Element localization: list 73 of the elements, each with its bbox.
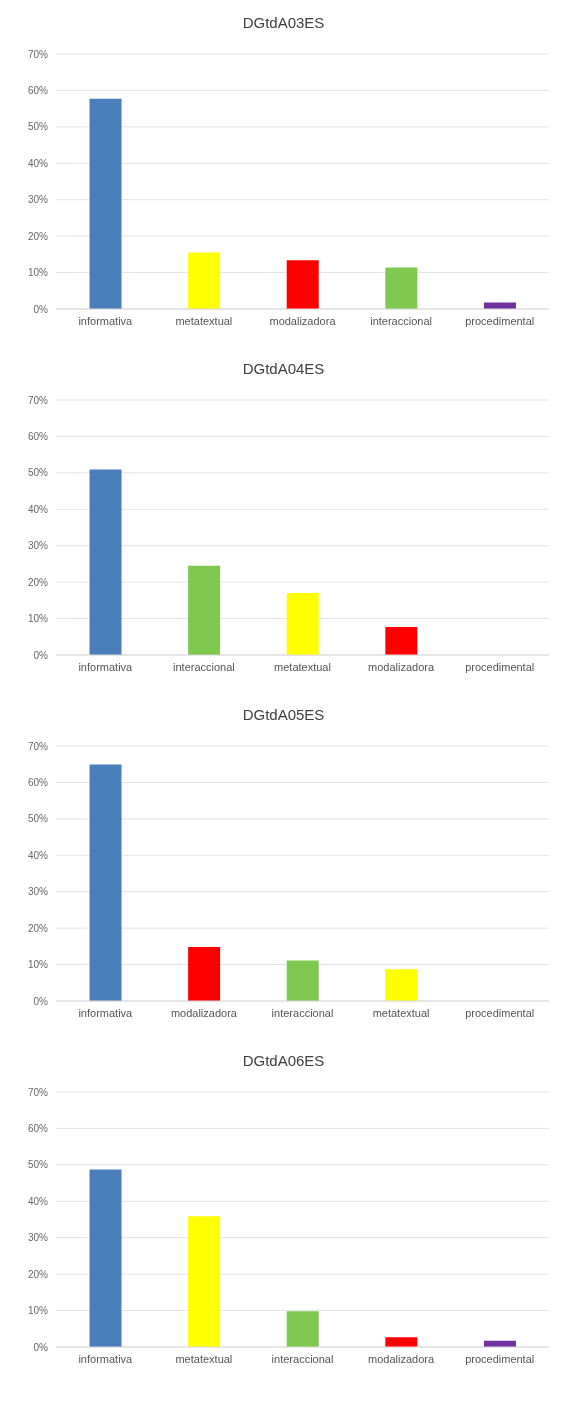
bar <box>89 469 122 655</box>
x-tick-label: interaccional <box>271 1352 334 1365</box>
bar <box>286 1311 319 1347</box>
y-tick-label: 10% <box>27 613 49 625</box>
y-tick-label: 20% <box>27 1268 49 1280</box>
y-tick-label: 0% <box>33 995 49 1007</box>
x-tick-label: modalizadora <box>368 660 435 673</box>
bar <box>483 302 516 309</box>
bar <box>286 260 319 309</box>
bar <box>385 626 418 655</box>
y-tick-label: 70% <box>27 740 49 752</box>
x-tick-label: procedimental <box>465 1006 535 1019</box>
bar <box>385 267 418 309</box>
x-tick-label: modalizadora <box>269 314 337 327</box>
x-tick-label: interaccional <box>173 660 235 673</box>
y-tick-label: 60% <box>27 84 49 96</box>
y-tick-label: 50% <box>27 467 49 479</box>
chart-title: DGtdA03ES <box>241 13 326 33</box>
y-tick-label: 40% <box>27 1195 49 1207</box>
x-tick-label: interaccional <box>271 1006 334 1019</box>
bar <box>89 1169 122 1347</box>
y-tick-label: 50% <box>27 813 49 825</box>
x-tick-label: modalizadora <box>170 1006 238 1019</box>
y-tick-label: 30% <box>27 886 49 898</box>
bar <box>89 98 122 309</box>
y-tick-label: 10% <box>27 1305 49 1317</box>
x-tick-label: metatextual <box>175 314 233 327</box>
chart-title: DGtdA04ES <box>241 359 326 379</box>
x-tick-label: procedimental <box>465 660 535 673</box>
x-tick-label: informativa <box>78 660 134 673</box>
y-tick-label: 60% <box>27 776 49 788</box>
bar <box>188 565 221 655</box>
y-tick-label: 70% <box>27 394 49 406</box>
y-tick-label: 30% <box>27 194 49 206</box>
x-tick-label: procedimental <box>465 314 535 327</box>
y-tick-label: 20% <box>27 922 49 934</box>
bar <box>188 1216 221 1347</box>
y-tick-label: 0% <box>33 1341 49 1353</box>
bar <box>89 764 122 1001</box>
x-tick-label: modalizadora <box>368 1352 435 1365</box>
bar <box>286 960 319 1001</box>
y-tick-label: 70% <box>27 48 49 60</box>
y-tick-label: 20% <box>27 230 49 242</box>
y-tick-label: 10% <box>27 959 49 971</box>
y-tick-label: 30% <box>27 1232 49 1244</box>
x-tick-label: metatextual <box>175 1352 233 1365</box>
bar <box>385 969 418 1001</box>
x-tick-label: informativa <box>78 1352 134 1365</box>
y-tick-label: 50% <box>27 121 49 133</box>
y-tick-label: 30% <box>27 540 49 552</box>
x-tick-label: metatextual <box>274 660 331 673</box>
y-tick-label: 0% <box>33 649 49 661</box>
y-tick-label: 20% <box>27 576 49 588</box>
y-tick-label: 50% <box>27 1159 49 1171</box>
x-tick-label: informativa <box>78 314 134 327</box>
bar <box>188 947 221 1001</box>
chart-title: DGtdA06ES <box>241 1051 326 1071</box>
x-tick-label: metatextual <box>372 1006 430 1019</box>
y-tick-label: 60% <box>27 1122 49 1134</box>
y-tick-label: 0% <box>33 303 49 315</box>
bar <box>286 593 319 655</box>
y-tick-label: 40% <box>27 849 49 861</box>
y-tick-label: 10% <box>27 267 49 279</box>
y-tick-label: 40% <box>27 503 49 515</box>
y-tick-label: 60% <box>27 430 49 442</box>
chart-title: DGtdA05ES <box>241 705 326 725</box>
y-tick-label: 40% <box>27 157 49 169</box>
x-tick-label: interaccional <box>370 314 432 327</box>
bar <box>385 1337 418 1347</box>
x-tick-label: procedimental <box>465 1352 535 1365</box>
x-tick-label: informativa <box>78 1006 134 1019</box>
bar <box>188 252 221 309</box>
y-tick-label: 70% <box>27 1086 49 1098</box>
